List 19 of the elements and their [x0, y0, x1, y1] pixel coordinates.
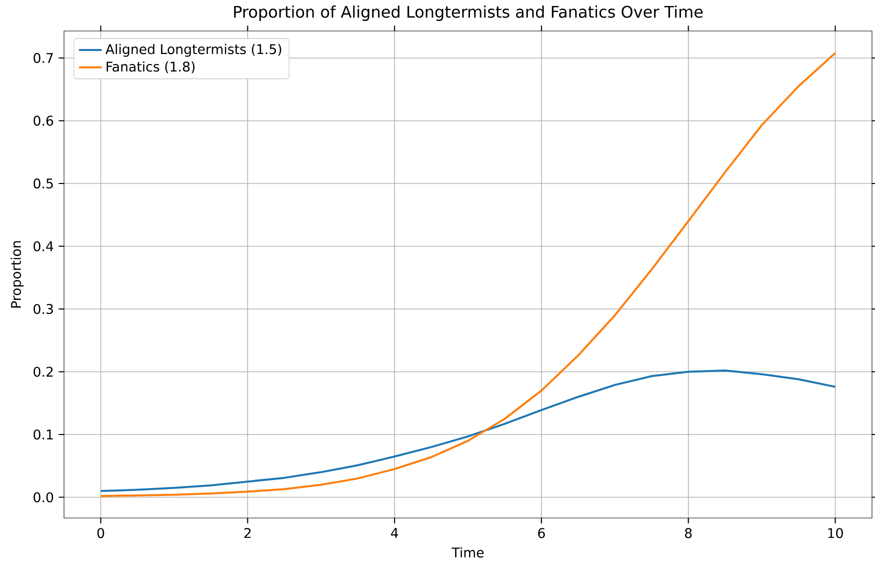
y-tick-label: 0.6: [34, 116, 54, 126]
chart-title: Proportion of Aligned Longtermists and Fanatics Over Time: [234, 5, 703, 21]
x-tick-label: 10: [828, 528, 843, 538]
x-tick-label: 8: [685, 528, 692, 538]
y-tick-label: 0.1: [34, 429, 53, 440]
x-tick-label: 2: [244, 528, 251, 538]
x-tick-label: 6: [538, 528, 545, 538]
y-tick-label: 0.5: [34, 178, 53, 189]
y-tick-label: 0.0: [34, 492, 54, 502]
legend-label: Aligned Longtermists (1.5): [106, 44, 282, 57]
x-axis-title: Time: [452, 547, 484, 558]
x-tick-label: 4: [390, 528, 398, 538]
y-tick-label: 0.3: [34, 304, 53, 314]
y-tick-label: 0.2: [34, 366, 53, 377]
x-tick-label: 0: [97, 528, 104, 538]
y-axis-title: Proportion: [10, 241, 24, 308]
legend-label: Fanatics (1.8): [106, 61, 195, 74]
y-tick-label: 0.7: [34, 52, 53, 64]
y-tick-label: 0.4: [34, 241, 54, 252]
